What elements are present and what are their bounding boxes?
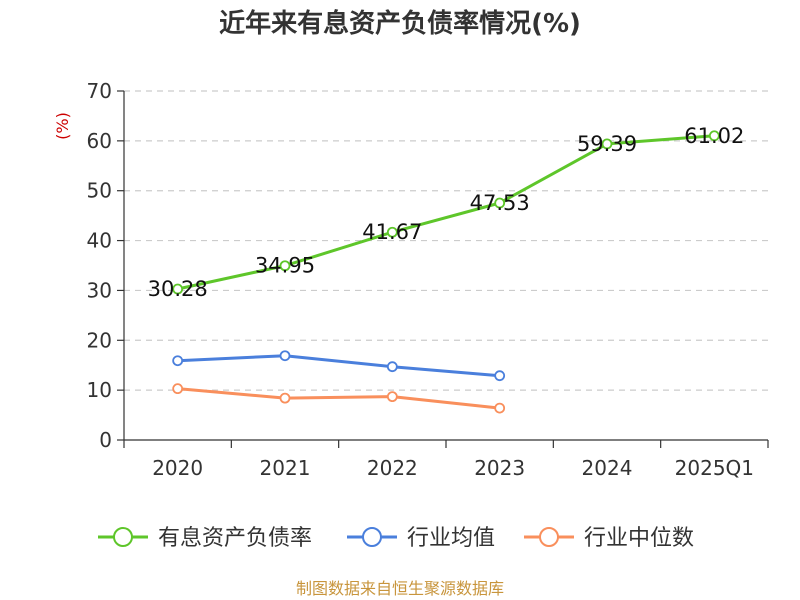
series-line-0 [177, 134, 715, 291]
legend-marker-0 [113, 527, 133, 547]
series-2-point-2022 [386, 391, 398, 403]
x-tick-label-2021: 2021 [260, 456, 311, 480]
series-0-point-2021 [279, 260, 291, 272]
y-tick-label-30: 30 [87, 278, 112, 302]
series-0-point-2023 [494, 197, 506, 209]
data-label-2022: 41.67 [362, 220, 422, 244]
series-line-2 [177, 387, 500, 410]
source-note: 制图数据来自恒生聚源数据库 [296, 579, 504, 598]
x-tick-label-2020: 2020 [152, 456, 203, 480]
y-tick-label-10: 10 [87, 378, 112, 402]
data-label-2021: 34.95 [255, 254, 315, 278]
x-tick-label-2022: 2022 [367, 456, 418, 480]
y-axis-label: (%) [53, 112, 72, 140]
series-0-point-2022 [386, 226, 398, 238]
chart-title: 近年来有息资产负债率情况(%) [219, 8, 581, 39]
series-2-point-2021 [279, 392, 291, 404]
legend-label-1: 行业均值 [407, 526, 495, 551]
series-line-1 [177, 354, 500, 378]
data-label-2025Q1: 61.02 [684, 124, 744, 148]
legend-marker-1 [362, 527, 382, 547]
series-layer [172, 130, 720, 414]
data-label-2023: 47.53 [470, 191, 530, 215]
legend-label-0: 有息资产负债率 [158, 526, 312, 551]
series-0-point-2020 [172, 283, 184, 295]
series-2-point-2023 [494, 402, 506, 414]
legend-label-2: 行业中位数 [584, 526, 694, 551]
data-labels: 30.28 34.95 41.67 47.53 59.39 61.02 [148, 124, 745, 301]
series-1-point-2022 [386, 361, 398, 373]
data-label-2024: 59.39 [577, 132, 637, 156]
y-tick-label-0: 0 [99, 428, 112, 452]
y-tick-label-50: 50 [87, 179, 112, 203]
x-tick-label-2023: 2023 [474, 456, 525, 480]
y-tick-label-40: 40 [87, 229, 112, 253]
series-1-point-2023 [494, 370, 506, 382]
data-label-2020: 30.28 [148, 277, 208, 301]
series-1-point-2021 [279, 350, 291, 362]
series-0-point-2024 [601, 138, 613, 150]
legend-marker-2 [539, 527, 559, 547]
legend: 有息资产负债率 行业均值 行业中位数 [98, 526, 694, 551]
series-2-point-2020 [172, 383, 184, 395]
series-1-point-2020 [172, 355, 184, 367]
y-tick-label-20: 20 [87, 328, 112, 352]
grid-lines [124, 90, 768, 391]
series-0-point-2025Q1 [708, 130, 720, 142]
y-tick-label-70: 70 [87, 79, 112, 103]
x-tick-label-2025Q1: 2025Q1 [675, 456, 754, 480]
axes: 0 10 20 30 40 50 60 70 2020 2021 2022 2023 2024 2025Q… [87, 79, 769, 480]
y-tick-label-60: 60 [87, 129, 112, 153]
x-tick-label-2024: 2024 [582, 456, 633, 480]
